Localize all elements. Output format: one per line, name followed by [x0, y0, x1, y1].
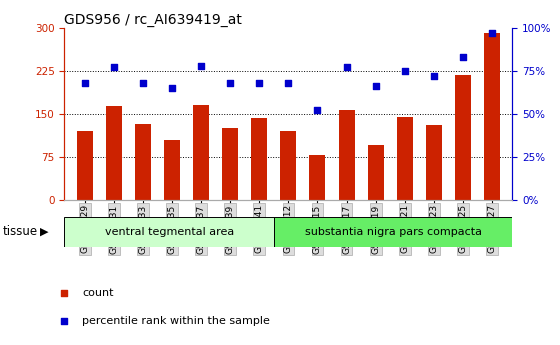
Bar	[222, 128, 238, 200]
Text: ▶: ▶	[40, 227, 49, 237]
Bar	[274, 217, 512, 247]
Point	[371, 83, 380, 89]
Bar	[368, 146, 384, 200]
Bar	[106, 106, 122, 200]
Bar	[397, 117, 413, 200]
Point	[255, 80, 264, 86]
Bar	[64, 217, 274, 247]
Bar	[251, 118, 267, 200]
Bar	[135, 124, 151, 200]
Text: GDS956 / rc_AI639419_at: GDS956 / rc_AI639419_at	[64, 12, 242, 27]
Bar	[310, 155, 325, 200]
Text: ventral tegmental area: ventral tegmental area	[105, 227, 234, 237]
Bar	[164, 140, 180, 200]
Bar	[455, 75, 471, 200]
Point	[109, 65, 118, 70]
Point	[284, 144, 293, 149]
Point	[226, 80, 235, 86]
Point	[430, 73, 438, 79]
Point	[342, 65, 351, 70]
Point	[197, 63, 206, 68]
Bar	[426, 125, 442, 200]
Point	[80, 80, 89, 86]
Point	[313, 108, 322, 113]
Point	[488, 30, 497, 36]
Bar	[193, 105, 209, 200]
Bar	[77, 131, 93, 200]
Bar	[484, 33, 500, 200]
Point	[400, 68, 409, 73]
Point	[138, 80, 147, 86]
Point	[284, 80, 293, 86]
Text: count: count	[82, 288, 114, 298]
Point	[167, 85, 176, 91]
Text: percentile rank within the sample: percentile rank within the sample	[82, 316, 270, 326]
Bar	[281, 131, 296, 200]
Text: tissue: tissue	[3, 225, 38, 238]
Point	[459, 54, 468, 60]
Bar	[339, 110, 354, 200]
Text: substantia nigra pars compacta: substantia nigra pars compacta	[305, 227, 482, 237]
